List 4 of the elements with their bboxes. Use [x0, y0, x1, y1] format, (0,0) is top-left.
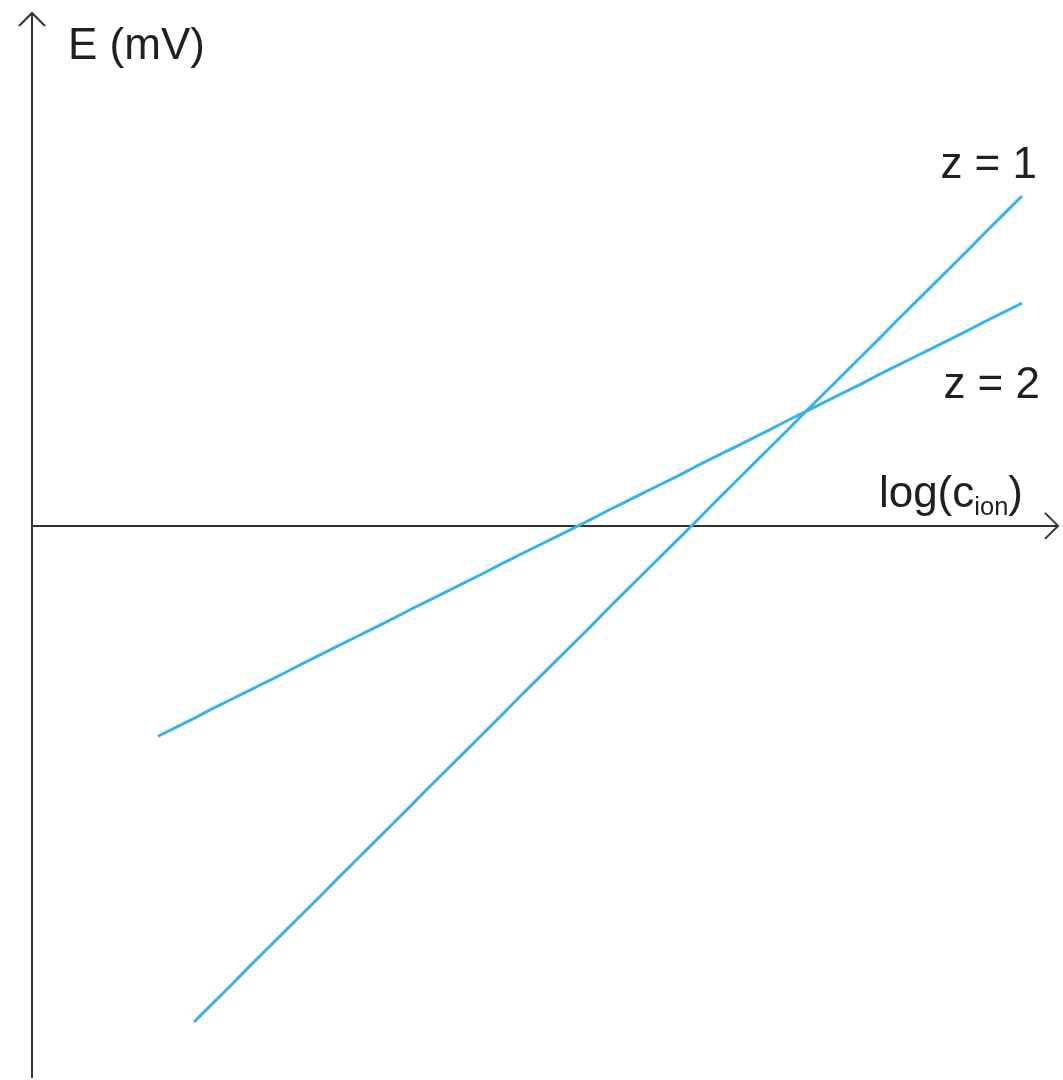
x-axis-title: log(c$_{ion}$) [878, 467, 1023, 520]
y-axis-title: E (mV) [68, 19, 205, 68]
series-label: z = 1 [940, 138, 1037, 188]
series-label: z = 2 [943, 358, 1040, 408]
